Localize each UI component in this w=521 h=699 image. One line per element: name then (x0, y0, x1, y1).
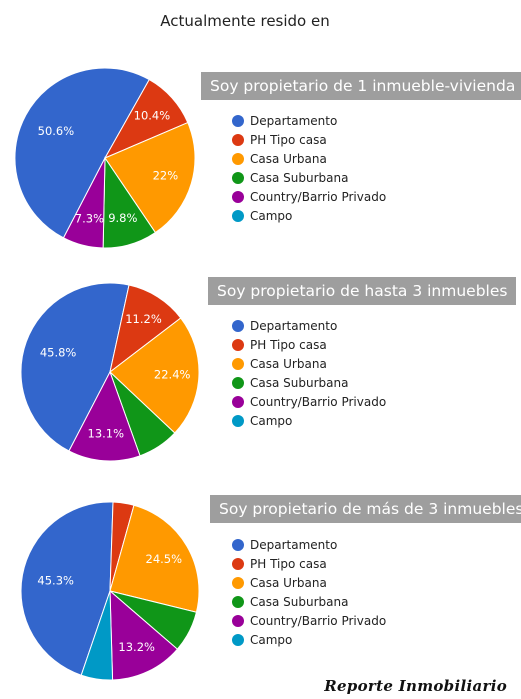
legend-item-ph-tipo-casa: PH Tipo casa (232, 130, 386, 149)
data-label-casa-urbana: 22% (153, 168, 179, 182)
data-label-departamento: 50.6% (38, 124, 75, 138)
legend: Departamento PH Tipo casa Casa Urbana Ca… (232, 316, 386, 430)
pie-slice-campo (80, 590, 114, 681)
legend-marker (232, 171, 244, 184)
legend-label: Departamento (250, 537, 338, 552)
legend-label: Casa Urbana (250, 575, 327, 590)
pie-slice-country-barrio-privado (68, 370, 141, 462)
pie-chart-3: 45.3% 24.5% 13.2% Soy propietario de más d… (0, 487, 521, 687)
legend-label: Country/Barrio Privado (250, 394, 387, 409)
legend-marker (232, 414, 244, 427)
legend-item-casa-suburbana: Casa Suburbana (232, 373, 386, 392)
legend-item-casa-suburbana: Casa Suburbana (232, 168, 386, 187)
legend-item-casa-urbana: Casa Urbana (232, 149, 386, 168)
chart-title: Soy propietario de 1 inmueble-vivienda (201, 72, 521, 100)
legend-label: Country/Barrio Privado (250, 613, 387, 628)
legend-label: Country/Barrio Privado (250, 189, 387, 204)
legend: Departamento PH Tipo casa Casa Urbana Ca… (232, 535, 386, 649)
legend-marker (232, 133, 244, 146)
pie-chart-2: 45.8% 11.2% 22.4% 13.1% Soy propietario de … (0, 268, 521, 478)
legend-marker (232, 557, 244, 570)
legend-label: PH Tipo casa (250, 132, 327, 147)
legend-label: Casa Urbana (250, 151, 327, 166)
legend-marker (232, 190, 244, 203)
legend-item-country-barrio-privado: Country/Barrio Privado (232, 392, 386, 411)
pie-3: 45.3% 24.5% 13.2% (20, 501, 200, 681)
data-label-country-barrio-privado: 13.1% (88, 427, 125, 441)
legend-label: PH Tipo casa (250, 337, 327, 352)
data-label-ph-tipo-casa: 11.2% (125, 312, 162, 326)
legend: Departamento PH Tipo casa Casa Urbana Ca… (232, 111, 386, 225)
data-label-ph-tipo-casa: 10.4% (134, 109, 171, 123)
pie-1: 50.6% 10.4% 22% 9.8% 7.3% (14, 67, 196, 249)
pie-slice-departamento (14, 67, 150, 239)
legend-marker (232, 633, 244, 646)
legend-label: PH Tipo casa (250, 556, 327, 571)
legend-item-ph-tipo-casa: PH Tipo casa (232, 554, 386, 573)
legend-label: Campo (250, 208, 293, 223)
legend-marker (232, 576, 244, 589)
legend-marker (232, 114, 244, 127)
pie-2: 45.8% 11.2% 22.4% 13.1% (20, 282, 200, 462)
legend-label: Departamento (250, 113, 338, 128)
legend-label: Campo (250, 413, 293, 428)
legend-item-departamento: Departamento (232, 535, 386, 554)
legend-item-campo: Campo (232, 206, 386, 225)
data-label-departamento: 45.3% (37, 574, 74, 588)
legend-item-ph-tipo-casa: PH Tipo casa (232, 335, 386, 354)
data-label-casa-urbana: 24.5% (146, 552, 183, 566)
legend-marker (232, 209, 244, 222)
pie-chart-1: 50.6% 10.4% 22% 9.8% 7.3% Soy propietario de… (0, 60, 521, 260)
data-label-departamento: 45.8% (40, 346, 77, 360)
legend-marker (232, 376, 244, 389)
data-label-country-barrio-privado: 13.2% (118, 640, 155, 654)
legend-item-casa-urbana: Casa Urbana (232, 354, 386, 373)
legend-label: Casa Suburbana (250, 170, 349, 185)
data-label-casa-suburbana: 9.8% (108, 211, 137, 225)
pie-slice-casa-urbana (109, 317, 200, 434)
legend-label: Departamento (250, 318, 338, 333)
legend-marker (232, 152, 244, 165)
pie-slice-departamento (20, 282, 130, 452)
legend-item-campo: Campo (232, 411, 386, 430)
legend-item-country-barrio-privado: Country/Barrio Privado (232, 187, 386, 206)
legend-marker (232, 614, 244, 627)
legend-item-casa-urbana: Casa Urbana (232, 573, 386, 592)
legend-item-country-barrio-privado: Country/Barrio Privado (232, 611, 386, 630)
pie-slice-casa-urbana (109, 504, 200, 613)
watermark-logo: Reporte Inmobiliario (324, 677, 507, 695)
data-label-casa-urbana: 22.4% (154, 368, 191, 382)
legend-label: Campo (250, 632, 293, 647)
pie-slice-departamento (20, 501, 114, 676)
legend-marker (232, 319, 244, 332)
legend-marker (232, 338, 244, 351)
legend-marker (232, 357, 244, 370)
legend-label: Casa Suburbana (250, 594, 349, 609)
pie-slice-country-barrio-privado (109, 589, 179, 681)
legend-marker (232, 538, 244, 551)
data-label-country-barrio-privado: 7.3% (75, 212, 104, 226)
legend-label: Casa Suburbana (250, 375, 349, 390)
legend-item-casa-suburbana: Casa Suburbana (232, 592, 386, 611)
legend-label: Casa Urbana (250, 356, 327, 371)
chart-title: Soy propietario de más de 3 inmuebles (210, 495, 521, 523)
page-title: Actualmente resido en (160, 12, 330, 30)
legend-item-departamento: Departamento (232, 111, 386, 130)
legend-marker (232, 395, 244, 408)
pie-slice-country-barrio-privado (62, 157, 106, 249)
chart-title: Soy propietario de hasta 3 inmuebles (208, 277, 517, 305)
legend-item-departamento: Departamento (232, 316, 386, 335)
legend-marker (232, 595, 244, 608)
legend-item-campo: Campo (232, 630, 386, 649)
pie-slice-casa-urbana (104, 121, 196, 234)
